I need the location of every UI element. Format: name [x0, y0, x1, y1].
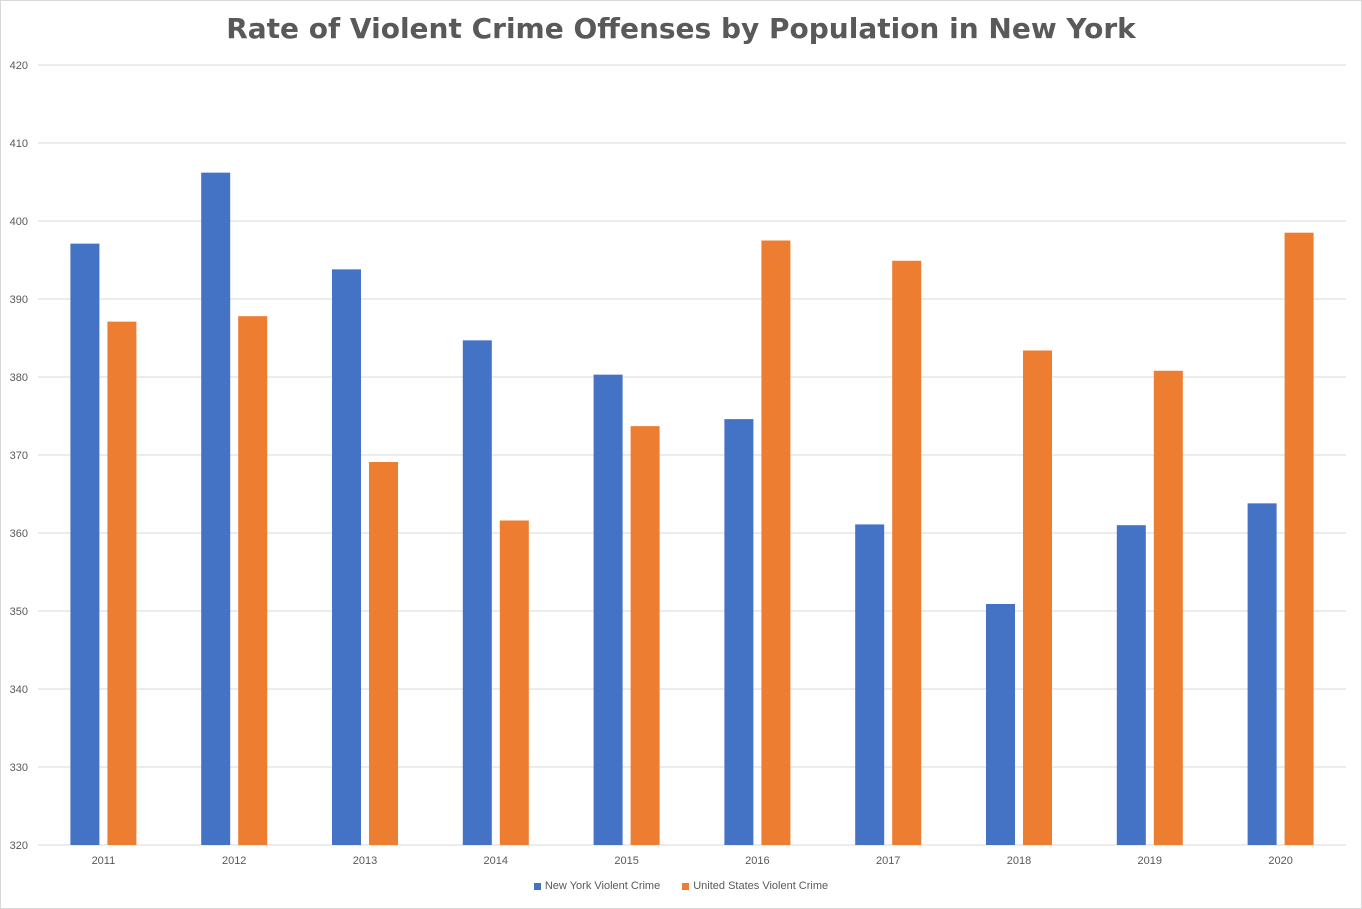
- x-tick-label: 2018: [1007, 855, 1031, 867]
- x-tick-label: 2011: [92, 855, 116, 867]
- bar-united-states-2011: [107, 321, 137, 845]
- gridlines: [38, 64, 1346, 846]
- y-tick-label: 390: [10, 294, 28, 306]
- x-tick-label: 2016: [745, 855, 769, 867]
- y-tick-label: 340: [10, 684, 28, 696]
- bar-new-york-2016: [724, 419, 754, 845]
- y-tick-label: 400: [10, 216, 28, 228]
- legend-label-united-states: United States Violent Crime: [693, 880, 829, 892]
- bar-united-states-2012: [238, 316, 268, 845]
- bar-united-states-2015: [630, 426, 660, 845]
- bar-united-states-2014: [499, 520, 529, 845]
- bar-united-states-2017: [892, 260, 922, 845]
- legend-swatch-united-states: [682, 882, 690, 890]
- bar-new-york-2019: [1116, 525, 1146, 845]
- bar-new-york-2014: [462, 340, 492, 845]
- chart-title: Rate of Violent Crime Offenses by Popula…: [226, 12, 1136, 45]
- legend: New York Violent Crime United States Vio…: [0, 880, 1362, 892]
- y-tick-label: 350: [10, 606, 28, 618]
- bar-new-york-2013: [332, 269, 361, 845]
- legend-label-new-york: New York Violent Crime: [544, 880, 661, 892]
- y-tick-label: 360: [10, 528, 28, 540]
- y-tick-label: 380: [10, 372, 28, 384]
- bar-new-york-2020: [1247, 503, 1277, 845]
- x-tick-label: 2015: [614, 855, 638, 867]
- y-tick-label: 420: [10, 60, 28, 72]
- bar-united-states-2013: [369, 462, 398, 845]
- x-tick-label: 2017: [876, 855, 900, 867]
- bar-united-states-2016: [761, 240, 791, 845]
- legend-swatch-new-york: [533, 882, 541, 890]
- x-tick-label: 2014: [484, 855, 508, 867]
- bar-new-york-2012: [201, 172, 231, 845]
- bar-new-york-2015: [593, 374, 623, 845]
- x-tick-label: 2012: [222, 855, 246, 867]
- bar-new-york-2011: [70, 243, 100, 845]
- y-tick-label: 330: [10, 762, 28, 774]
- legend-item-new-york: New York Violent Crime: [533, 880, 661, 892]
- bar-united-states-2020: [1284, 232, 1314, 845]
- bar-new-york-2018: [986, 603, 1015, 845]
- bars: [70, 172, 1314, 845]
- y-tick-label: 370: [10, 450, 28, 462]
- y-axis-ticks: 320 330 340 350 360 370 380 390 400 410 420: [10, 60, 28, 852]
- x-tick-label: 2019: [1138, 855, 1162, 867]
- y-tick-label: 320: [10, 840, 28, 852]
- x-tick-label: 2020: [1268, 855, 1292, 867]
- x-axis-ticks: 2011 2012 2013 2014 2015 2016 2017 2018 2019 2020: [92, 855, 1293, 867]
- bar-united-states-2019: [1153, 370, 1183, 845]
- legend-item-united-states: United States Violent Crime: [682, 880, 828, 892]
- bar-new-york-2017: [855, 524, 885, 845]
- x-tick-label: 2013: [353, 855, 377, 867]
- bar-united-states-2018: [1023, 350, 1052, 845]
- y-tick-label: 410: [10, 138, 28, 150]
